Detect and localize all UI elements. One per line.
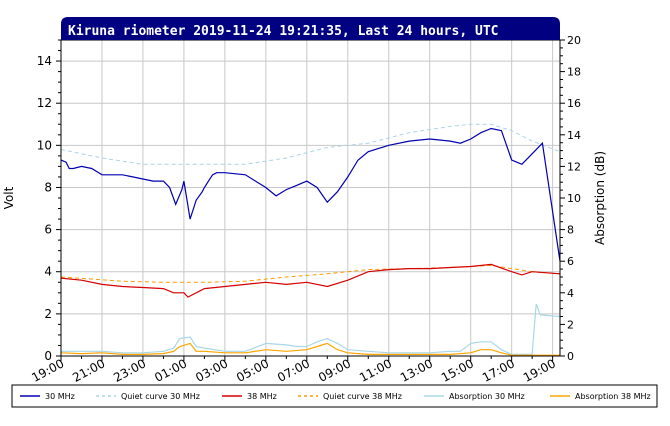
title-bar (61, 17, 560, 40)
y2-tick-label: 8 (567, 224, 574, 237)
y-tick-label: 12 (37, 96, 52, 110)
legend: 30 MHz Quiet curve 30 MHz 38 MHz Quiet curv… (20, 392, 651, 401)
x-axis: 19:00 21:00 23:00 01:00 03:00 05:00 07:00 09:00… (29, 356, 558, 385)
legend-box (11, 384, 658, 408)
x-tick-label: 09:00 (316, 356, 353, 385)
x-tick-label: 13:00 (398, 356, 435, 385)
x-tick-label: 11:00 (357, 356, 394, 385)
x-tick-label: 01:00 (152, 356, 189, 385)
x-tick-label: 15:00 (439, 356, 476, 385)
y2-tick-label: 2 (567, 318, 574, 331)
y2-tick-label: 18 (567, 66, 581, 79)
chart-title: Kiruna riometer 2019-11-24 19:21:35, Las… (68, 24, 498, 39)
y-tick-label: 14 (37, 54, 52, 68)
series-line-38-mhz (60, 263, 561, 298)
x-tick-label: 23:00 (111, 356, 148, 385)
legend-label: Absorption 30 MHz (449, 392, 525, 401)
x-tick-label: 21:00 (70, 356, 107, 385)
y2-tick-label: 14 (567, 129, 581, 142)
legend-label: 38 MHz (247, 392, 277, 401)
plot-frame (60, 39, 561, 357)
y2-tick-label: 4 (567, 287, 574, 300)
y2-tick-label: 20 (567, 34, 581, 47)
y-axis-title: Volt (2, 186, 16, 209)
y-axis-left: 0 2 4 6 8 10 12 14 (37, 39, 61, 363)
x-tick-label: 19:00 (521, 356, 558, 385)
y-tick-label: 0 (44, 349, 52, 363)
legend-label: Absorption 38 MHz (575, 392, 651, 401)
x-tick-label: 17:00 (480, 356, 517, 385)
y2-tick-label: 0 (567, 350, 574, 363)
y2-axis-title: Absorption (dB) (593, 151, 607, 245)
legend-label: Quiet curve 30 MHz (121, 392, 200, 401)
y2-tick-label: 16 (567, 97, 581, 110)
legend-label: 30 MHz (45, 392, 75, 401)
y-tick-label: 8 (44, 180, 52, 194)
y2-tick-label: 6 (567, 255, 574, 268)
y-axis-right: 0 2 4 6 8 10 12 14 16 18 20 (560, 34, 581, 363)
series-line-absorption-38-mhz (60, 342, 560, 356)
series-line-quiet-curve-38-mhz (60, 264, 561, 283)
series-layer (60, 123, 561, 356)
x-tick-label: 07:00 (275, 356, 312, 385)
y2-tick-label: 10 (567, 192, 581, 205)
y2-tick-label: 12 (567, 160, 581, 173)
series-line-quiet-curve-30-mhz (60, 123, 561, 165)
series-line-30-mhz (60, 127, 561, 262)
y-tick-label: 2 (44, 307, 52, 321)
y-tick-label: 4 (44, 265, 52, 279)
y-tick-label: 10 (37, 138, 52, 152)
series-line-absorption-30-mhz (61, 303, 561, 355)
x-tick-label: 03:00 (193, 356, 230, 385)
legend-label: Quiet curve 38 MHz (323, 392, 402, 401)
x-tick-label: 05:00 (234, 356, 271, 385)
grid (61, 40, 560, 356)
y-tick-label: 6 (44, 223, 52, 237)
